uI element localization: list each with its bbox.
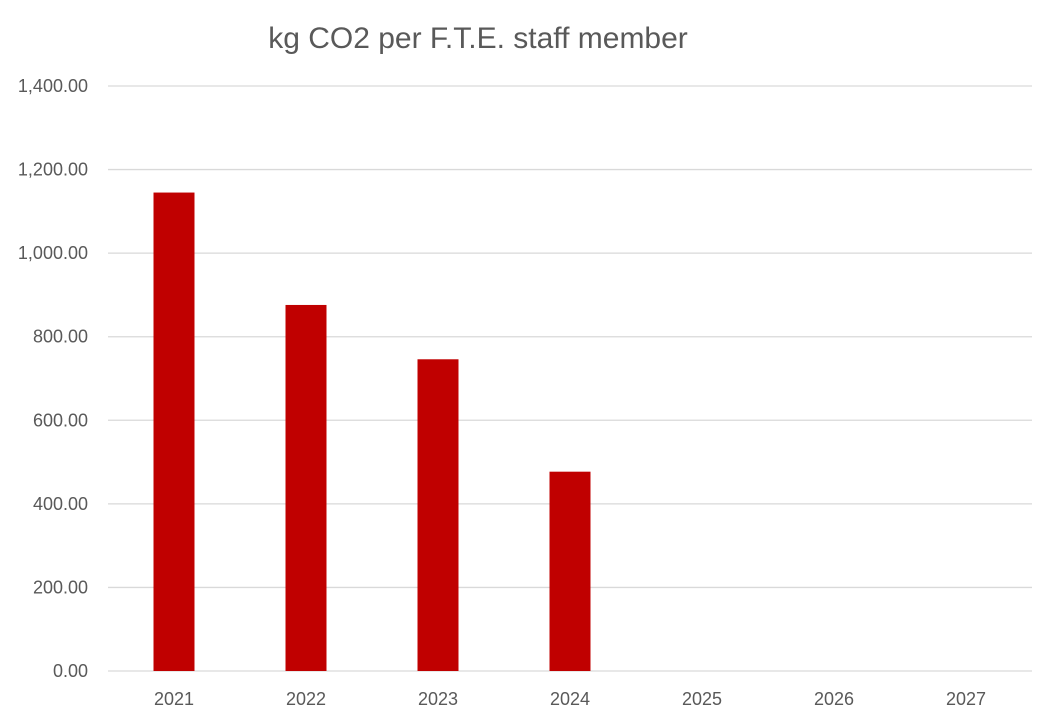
y-tick-label: 1,000.00 — [18, 243, 88, 263]
chart-title: kg CO2 per F.T.E. staff member — [268, 22, 688, 55]
y-tick-label: 0.00 — [53, 661, 88, 681]
bar-2023 — [417, 359, 459, 671]
y-tick-label: 1,200.00 — [18, 160, 88, 180]
bar-2021 — [153, 192, 195, 671]
bar-2024 — [549, 471, 591, 671]
y-tick-label: 800.00 — [33, 327, 88, 347]
x-tick-label-2023: 2023 — [418, 689, 458, 709]
x-tick-label-2021: 2021 — [154, 689, 194, 709]
x-tick-label-2026: 2026 — [814, 689, 854, 709]
y-tick-label: 400.00 — [33, 494, 88, 514]
x-tick-label-2027: 2027 — [946, 689, 986, 709]
bar-2022 — [285, 304, 327, 671]
x-axis-tick-labels: 2021 2022 2023 2024 2025 2026 2027 — [154, 689, 986, 709]
y-axis-tick-labels: 0.00 200.00 400.00 600.00 800.00 1,000.00 1,20… — [18, 76, 88, 681]
x-tick-label-2024: 2024 — [550, 689, 590, 709]
y-tick-label: 200.00 — [33, 577, 88, 597]
bars — [153, 192, 591, 671]
y-tick-label: 1,400.00 — [18, 76, 88, 96]
x-tick-label-2022: 2022 — [286, 689, 326, 709]
x-tick-label-2025: 2025 — [682, 689, 722, 709]
y-tick-label: 600.00 — [33, 410, 88, 430]
